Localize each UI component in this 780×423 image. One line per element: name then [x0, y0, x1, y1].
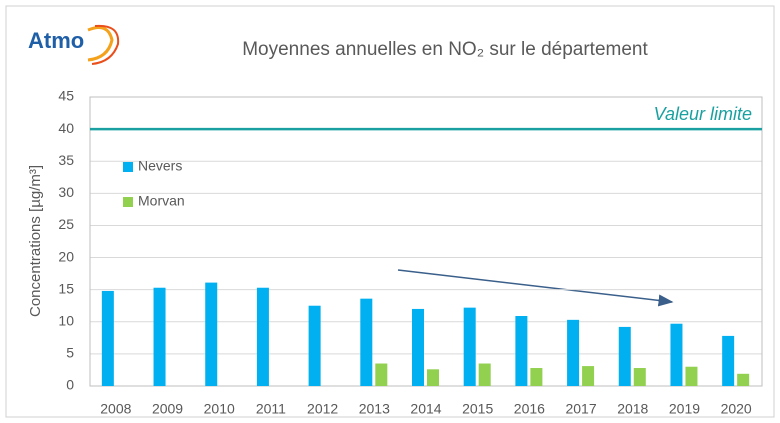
bar: [101, 290, 114, 386]
bar: [205, 282, 218, 386]
x-tick-label: 2009: [152, 401, 183, 417]
bar: [567, 319, 580, 386]
y-tick-label: 35: [58, 152, 74, 168]
logo-swoosh: [87, 26, 114, 62]
trend-arrow: [397, 269, 674, 307]
y-tick-label: 25: [58, 216, 74, 232]
logo-swoosh: [91, 24, 120, 65]
y-tick-label: 20: [58, 248, 74, 264]
y-axis-label: Concentrations [µg/m³]: [27, 165, 44, 317]
bar: [360, 298, 373, 386]
bar: [737, 373, 750, 386]
bar: [685, 366, 698, 386]
x-tick-label: 2013: [359, 401, 390, 417]
chart-title: Moyennes annuelles en NO₂ sur le départe…: [242, 39, 648, 60]
bar: [153, 287, 166, 386]
bar: [582, 366, 595, 386]
y-tick-label: 0: [66, 377, 74, 393]
x-tick-label: 2010: [204, 401, 235, 417]
x-tick-label: 2017: [565, 401, 596, 417]
bar: [633, 368, 646, 386]
y-tick-label: 10: [58, 312, 74, 328]
y-tick-label: 15: [58, 280, 74, 296]
bar: [412, 308, 424, 386]
plot-frame: [89, 96, 763, 387]
bar: [722, 335, 735, 386]
logo: Atmo: [28, 28, 84, 53]
bar: [375, 363, 388, 386]
legend-label: Morvan: [138, 193, 185, 209]
bar: [256, 287, 269, 386]
reference-label: Valeur limite: [654, 104, 752, 124]
bar: [670, 323, 683, 386]
outer-frame: [5, 5, 775, 418]
legend-label: Nevers: [138, 158, 182, 174]
bar: [530, 368, 543, 386]
bar: [308, 305, 321, 386]
bar: [463, 307, 476, 386]
x-tick-label: 2019: [669, 401, 700, 417]
x-tick-label: 2011: [256, 401, 286, 417]
bar: [427, 369, 439, 386]
legend-swatch: [123, 197, 133, 207]
x-tick-label: 2008: [100, 401, 131, 417]
bar: [618, 326, 631, 386]
x-tick-label: 2018: [617, 401, 648, 417]
bar: [515, 315, 528, 386]
x-tick-label: 2016: [514, 401, 545, 417]
x-tick-label: 2020: [721, 401, 752, 417]
y-tick-label: 40: [58, 120, 74, 136]
y-tick-label: 45: [58, 88, 74, 104]
bar: [478, 363, 491, 386]
x-tick-label: 2014: [410, 401, 441, 417]
x-tick-label: 2012: [307, 401, 338, 417]
y-tick-label: 5: [66, 345, 74, 361]
x-tick-label: 2015: [462, 401, 493, 417]
y-tick-label: 30: [58, 184, 74, 200]
legend-swatch: [123, 162, 133, 172]
